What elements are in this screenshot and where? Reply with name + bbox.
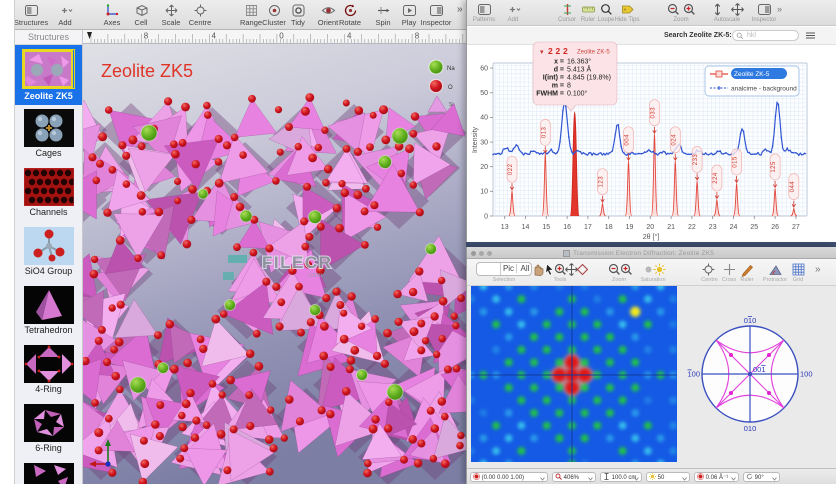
svg-text:22: 22: [688, 224, 696, 231]
svg-text:022: 022: [508, 163, 514, 175]
svg-text:26: 26: [771, 224, 779, 231]
svg-text:044: 044: [790, 181, 796, 193]
svg-text:16.363°: 16.363°: [567, 58, 591, 66]
svg-text:Na: Na: [447, 66, 455, 72]
svg-text:Si: Si: [449, 102, 453, 108]
svg-text:10: 10: [480, 189, 488, 196]
svg-text:4: 4: [347, 32, 352, 41]
svg-text:Zeolite ZK-5: Zeolite ZK-5: [577, 50, 610, 56]
svg-text:16: 16: [563, 224, 571, 231]
svg-text:24: 24: [730, 224, 738, 231]
svg-text:5.413 Å: 5.413 Å: [567, 65, 591, 74]
svg-text:0: 0: [484, 213, 488, 220]
svg-text:25: 25: [750, 224, 758, 231]
svg-text:50: 50: [480, 90, 488, 97]
svg-text:233: 233: [693, 154, 699, 166]
svg-text:27: 27: [792, 224, 800, 231]
svg-text:I(int) =: I(int) =: [543, 75, 564, 82]
svg-text:0.100°: 0.100°: [567, 90, 588, 98]
svg-text:23: 23: [709, 224, 717, 231]
svg-text:0: 0: [279, 32, 284, 41]
svg-text:015: 015: [733, 156, 739, 168]
svg-text:001: 001: [753, 365, 766, 374]
svg-text:O: O: [448, 85, 453, 91]
svg-text:19: 19: [626, 224, 634, 231]
svg-text:18: 18: [605, 224, 613, 231]
svg-text:.com: .com: [307, 272, 322, 279]
svg-text:100: 100: [800, 370, 813, 379]
svg-text:20: 20: [646, 224, 654, 231]
svg-text:60: 60: [480, 65, 488, 72]
svg-text:4: 4: [212, 32, 217, 41]
svg-text:4.845 (19.8%): 4.845 (19.8%): [567, 75, 611, 82]
svg-text:40: 40: [480, 115, 488, 122]
svg-text:8: 8: [144, 32, 149, 41]
svg-text:14: 14: [522, 224, 530, 231]
svg-text:125: 125: [771, 161, 777, 173]
svg-text:8: 8: [415, 32, 420, 41]
svg-text:d =: d =: [554, 67, 564, 74]
svg-text:▾: ▾: [540, 49, 544, 56]
svg-text:224: 224: [713, 172, 719, 184]
svg-text:Zeolite ZK5: Zeolite ZK5: [101, 61, 193, 81]
svg-text:FWHM =: FWHM =: [536, 91, 564, 98]
svg-text:100: 100: [687, 370, 700, 379]
svg-text:15: 15: [542, 224, 550, 231]
svg-text:8: 8: [567, 83, 571, 90]
svg-text:004: 004: [625, 134, 631, 146]
svg-text:013: 013: [541, 126, 547, 138]
svg-text:033: 033: [651, 107, 657, 119]
svg-text:024: 024: [671, 134, 677, 146]
svg-text:x =: x =: [554, 59, 564, 66]
svg-text:m =: m =: [552, 83, 564, 90]
svg-text:Zeolite ZK-5: Zeolite ZK-5: [734, 71, 770, 78]
svg-text:20: 20: [480, 164, 488, 171]
svg-text:FILECR: FILECR: [262, 253, 332, 272]
svg-text:30: 30: [480, 139, 488, 146]
svg-text:123: 123: [599, 176, 605, 188]
svg-text:010: 010: [744, 424, 757, 433]
svg-text:2θ [°]: 2θ [°]: [643, 233, 659, 241]
svg-text:Intensity: Intensity: [472, 126, 479, 153]
svg-text:2 2 2: 2 2 2: [548, 46, 568, 56]
svg-text:17: 17: [584, 224, 592, 231]
svg-text:21: 21: [667, 224, 675, 231]
svg-text:010: 010: [744, 316, 757, 325]
svg-text:analcime - background: analcime - background: [731, 86, 797, 93]
svg-text:13: 13: [501, 224, 509, 231]
